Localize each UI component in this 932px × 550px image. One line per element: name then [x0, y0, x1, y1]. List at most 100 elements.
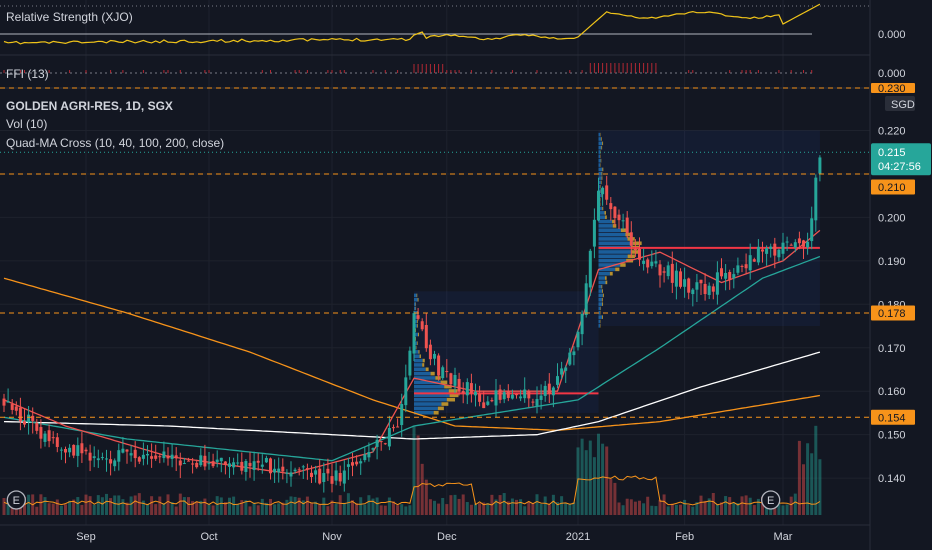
ffi-indicator-label[interactable]: FFI (13)	[6, 67, 49, 81]
volume-bar	[260, 498, 264, 515]
profile-bar-down	[609, 271, 613, 276]
candle-body	[736, 265, 740, 273]
symbol-title[interactable]: GOLDEN AGRI-RES, 1D, SGX	[6, 99, 173, 113]
horizontal-levels[interactable]	[0, 87, 870, 418]
volume-bar	[687, 505, 691, 515]
candle-body	[400, 403, 404, 426]
profile-bar-up	[598, 215, 606, 219]
profile-bar-up	[598, 276, 606, 280]
candle-body	[162, 451, 166, 459]
volume-bar	[228, 497, 231, 515]
profile-bar-up	[414, 371, 431, 376]
profile-bar-down	[625, 232, 633, 237]
volume-bar	[232, 496, 236, 515]
volume-bar	[10, 505, 14, 515]
volume-bar	[609, 478, 613, 515]
candle-body	[437, 355, 441, 376]
volume-bar	[285, 499, 289, 515]
volume-bar	[59, 505, 63, 515]
profile-bar-down	[601, 171, 603, 176]
profile-bar-down	[437, 406, 444, 411]
profile-bar-up	[598, 306, 601, 311]
candle-body	[592, 219, 596, 247]
profile-bar-down	[612, 219, 616, 224]
candle-body	[744, 264, 748, 269]
volume-bar	[756, 498, 760, 515]
volume-bar	[691, 506, 695, 515]
ma40-line	[3, 255, 821, 462]
candle-body	[133, 449, 137, 459]
profile-bar-up	[414, 393, 450, 398]
candle-body	[646, 259, 650, 268]
candle-body	[416, 315, 420, 319]
candle-body	[232, 462, 236, 468]
volume-bar	[777, 503, 781, 515]
volume-bar	[404, 506, 408, 515]
volume-bar	[543, 496, 547, 515]
volume-bar	[441, 497, 445, 515]
price-axis[interactable]: 0.0000.0000.2200.2000.1900.1800.1700.160…	[871, 29, 931, 485]
candle-body	[314, 470, 318, 475]
volume-bar	[174, 506, 178, 515]
candle-body	[711, 286, 715, 292]
volume-bar	[379, 505, 383, 515]
volume-bar	[629, 499, 633, 515]
profile-bar-down	[441, 402, 449, 406]
volume-bar	[547, 504, 551, 515]
volume-bar	[744, 495, 748, 515]
candle-body	[408, 350, 412, 376]
ma-indicator-label[interactable]: Quad-MA Cross (10, 40, 100, 200, close)	[6, 136, 225, 150]
candle-body	[326, 468, 330, 474]
profile-bar-up	[598, 206, 603, 211]
price-tag-0154-bg	[871, 409, 915, 425]
candle-body	[810, 218, 814, 242]
candle-body	[781, 242, 785, 254]
currency-badge: SGD	[891, 99, 915, 111]
candle-body	[527, 391, 531, 399]
volume-bar	[412, 425, 416, 515]
candle-body	[359, 461, 363, 464]
volume-bar	[519, 499, 523, 515]
candle-body	[396, 426, 400, 428]
ffi-pane	[0, 63, 813, 74]
time-tick-label: Sep	[76, 531, 96, 543]
profile-bar-down	[602, 293, 604, 298]
volume-bar	[195, 501, 199, 515]
candle-body	[150, 456, 154, 459]
profile-bar-down	[417, 324, 418, 328]
volume-bar	[494, 499, 498, 515]
candle-body	[629, 232, 633, 246]
profile-bar-up	[414, 389, 449, 393]
relative-strength-pane	[0, 3, 870, 45]
candle-body	[305, 468, 309, 470]
ma100-line	[3, 351, 821, 440]
profile-bar-down	[602, 315, 603, 319]
volume-bar	[531, 503, 535, 515]
candle-body	[580, 313, 584, 335]
candle-body	[187, 460, 190, 462]
profile-bar-up	[598, 232, 626, 237]
profile-bar-up	[414, 350, 419, 354]
candle-body	[502, 392, 506, 400]
volume-indicator-label[interactable]: Vol (10)	[6, 117, 48, 131]
candle-body	[687, 278, 691, 293]
volume-bar	[720, 502, 723, 515]
time-axis[interactable]: Sep Oct Nov Dec 2021 Feb Mar	[0, 524, 870, 543]
volume-bar	[588, 440, 592, 515]
candle-body	[23, 421, 26, 425]
candle-body	[609, 203, 613, 210]
rs-indicator-label[interactable]: Relative Strength (XJO)	[6, 10, 133, 24]
candle-body	[666, 265, 670, 277]
candle-body	[334, 470, 338, 481]
profile-bar-up	[598, 271, 610, 276]
profile-bar-up	[414, 367, 426, 372]
candle-body	[281, 466, 285, 472]
candle-body	[363, 454, 367, 461]
volume-bar	[527, 501, 531, 515]
volume-bar	[199, 500, 203, 515]
volume-bar	[761, 496, 764, 515]
candle-body	[773, 243, 777, 256]
volume-bar	[785, 504, 789, 515]
